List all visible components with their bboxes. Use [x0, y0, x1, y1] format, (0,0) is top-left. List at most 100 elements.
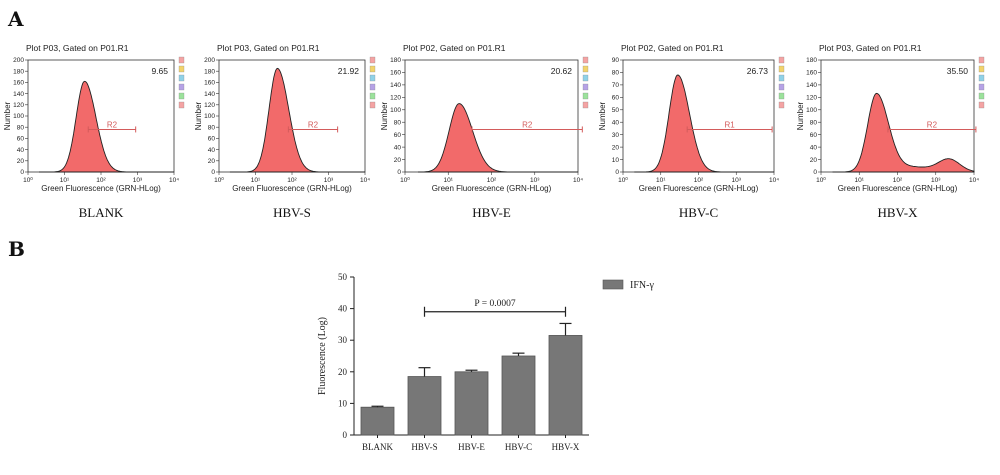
x-tick-label: 10¹ [60, 177, 70, 184]
y-tick-label: 180 [13, 68, 24, 75]
y-axis-label: Number [194, 101, 203, 130]
plot-title: Plot P03, Gated on P01.R1 [26, 43, 129, 53]
color-key-swatch [978, 83, 985, 91]
y-tick-label: 100 [204, 113, 215, 120]
y-tick-label: 80 [394, 119, 402, 126]
y-tick-label: 50 [612, 107, 620, 114]
histogram-hbv-s: Plot P03, Gated on P01.R1 0 20 40 60 80 100 120… [194, 43, 376, 220]
sample-label: HBV-E [472, 205, 511, 220]
gate-label: R2 [522, 120, 533, 129]
p-value-annotation: P = 0.0007 [474, 299, 515, 309]
color-key-icon [978, 56, 985, 109]
color-key-swatch [582, 56, 589, 64]
color-key-swatch [978, 74, 985, 82]
y-tick-label: 0 [211, 169, 215, 176]
y-tick-label: 90 [612, 57, 620, 64]
color-key-swatch [369, 65, 376, 73]
y-tick-label: 160 [806, 70, 817, 77]
gate-percentage: 35.50 [947, 66, 969, 76]
color-key-swatch [582, 101, 589, 109]
y-tick-label: 40 [17, 147, 25, 154]
x-tick-label: 10³ [324, 177, 334, 184]
color-key-swatch [178, 65, 185, 73]
x-tick-label: 10⁰ [214, 176, 224, 184]
color-key-swatch [369, 101, 376, 109]
y-tick-label: 60 [810, 132, 818, 139]
y-tick-label: 180 [390, 57, 401, 64]
x-axis-label: Green Fluorescence (GRN-HLog) [41, 184, 161, 193]
color-key-swatch [978, 92, 985, 100]
color-key-swatch [778, 83, 785, 91]
gate-percentage: 26.73 [747, 66, 769, 76]
y-tick-label: 80 [17, 124, 25, 131]
y-tick-label: 100 [390, 107, 401, 114]
color-key-swatch [978, 56, 985, 64]
y-tick-label: 0 [343, 430, 348, 440]
color-key-swatch [582, 65, 589, 73]
y-tick-label: 160 [13, 80, 24, 87]
histogram-area [39, 80, 174, 173]
y-tick-label: 0 [397, 169, 401, 176]
y-tick-label: 20 [612, 144, 620, 151]
x-tick-label: 10² [96, 177, 106, 184]
plot-title: Plot P03, Gated on P01.R1 [819, 43, 922, 53]
bar-hbv-e [454, 371, 489, 436]
x-tick-label: 10⁰ [23, 176, 33, 184]
sample-label: HBV-S [273, 205, 311, 220]
x-tick-label: 10² [287, 177, 297, 184]
gate-label: R2 [308, 120, 319, 129]
panel-a-label: A [7, 7, 24, 31]
x-tick-label: 10³ [732, 177, 742, 184]
y-tick-label: 200 [13, 57, 24, 64]
x-tick-label: HBV-C [505, 442, 532, 452]
y-tick-label: 160 [390, 70, 401, 77]
y-tick-label: 60 [394, 132, 402, 139]
y-tick-label: 20 [394, 157, 402, 164]
color-key-swatch [178, 83, 185, 91]
x-tick-label: 10¹ [855, 177, 865, 184]
y-tick-label: 40 [208, 147, 216, 154]
x-tick-label: HBV-E [458, 442, 485, 452]
x-tick-label: 10⁴ [769, 177, 779, 184]
y-axis-label: Fluorescence (Log) [317, 317, 328, 395]
y-tick-label: 140 [204, 91, 215, 98]
x-tick-label: 10⁴ [169, 177, 179, 184]
bar-hbv-x [548, 335, 583, 436]
sample-label: BLANK [79, 205, 124, 220]
color-key-swatch [178, 92, 185, 100]
legend-label: IFN-γ [630, 280, 654, 291]
color-key-swatch [369, 92, 376, 100]
y-axis-label: Number [598, 101, 607, 130]
color-key-swatch [369, 83, 376, 91]
x-tick-label: 10² [893, 177, 903, 184]
color-key-swatch [369, 56, 376, 64]
sample-label: HBV-C [679, 205, 718, 220]
y-tick-label: 80 [612, 70, 620, 77]
y-tick-label: 50 [338, 272, 348, 282]
legend-swatch [602, 279, 624, 290]
y-axis-label: Number [796, 101, 805, 130]
x-tick-label: 10² [487, 177, 497, 184]
bar-chart: 0 10 20 30 40 50 Fluorescence (Log) BLANK HBV-S H… [317, 272, 654, 452]
color-key-swatch [778, 92, 785, 100]
y-tick-label: 100 [806, 107, 817, 114]
y-tick-label: 40 [338, 304, 348, 314]
y-tick-label: 120 [13, 102, 24, 109]
x-axis-label: Green Fluorescence (GRN-HLog) [639, 184, 759, 193]
color-key-icon [778, 56, 785, 109]
y-tick-label: 140 [806, 82, 817, 89]
y-tick-label: 30 [338, 335, 348, 345]
y-tick-label: 20 [810, 157, 818, 164]
color-key-swatch [978, 101, 985, 109]
color-key-swatch [178, 101, 185, 109]
x-tick-label: 10³ [530, 177, 540, 184]
color-key-swatch [778, 65, 785, 73]
x-tick-label: 10¹ [444, 177, 454, 184]
x-axis-label: Green Fluorescence (GRN-HLog) [232, 184, 352, 193]
gate-label: R2 [927, 120, 938, 129]
histogram-area [634, 74, 774, 173]
y-tick-label: 140 [13, 91, 24, 98]
y-tick-label: 20 [338, 367, 348, 377]
color-key-swatch [978, 65, 985, 73]
